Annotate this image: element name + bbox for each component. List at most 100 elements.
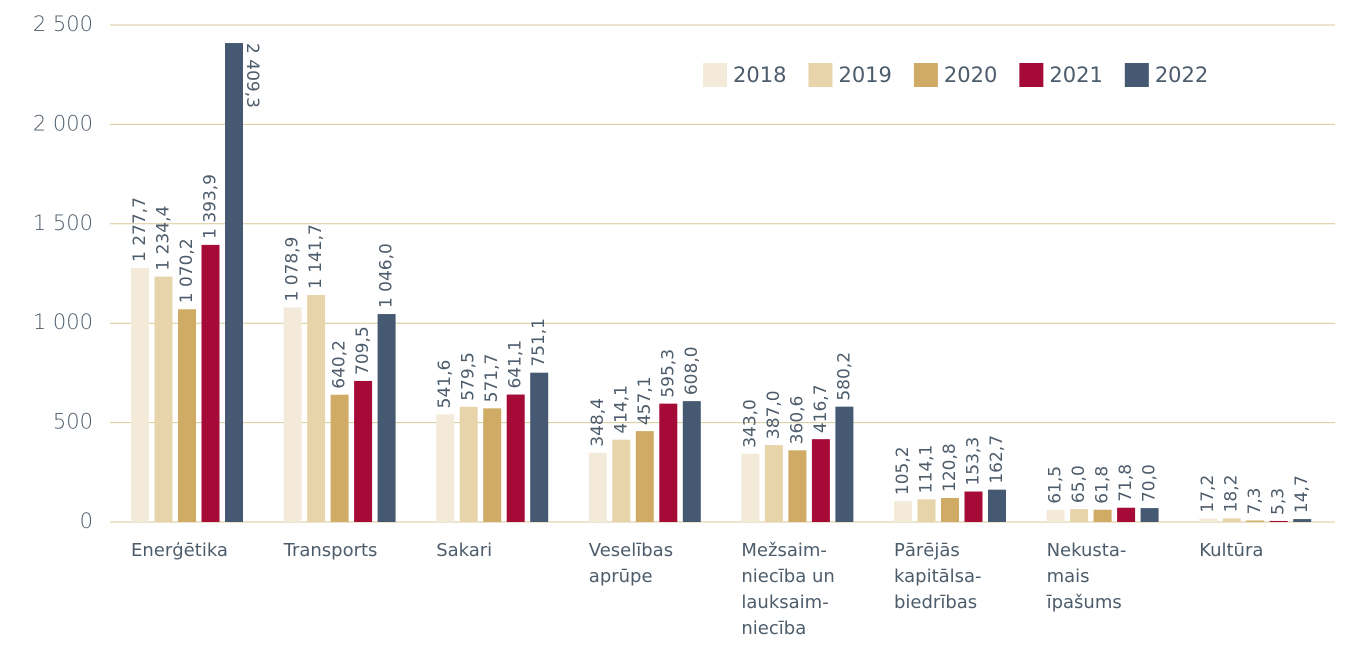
value-label: 61,5 — [1046, 466, 1066, 504]
value-label: 571,7 — [482, 354, 502, 403]
bar — [1222, 518, 1241, 522]
value-label: 360,6 — [787, 396, 807, 445]
bar — [506, 394, 525, 522]
value-label: 7,3 — [1245, 488, 1265, 515]
bar — [483, 408, 502, 522]
value-label: 1 234,4 — [154, 206, 174, 271]
x-tick-label: Mežsaim-niecība un lauksaim-niecība — [741, 540, 834, 639]
legend-swatch — [808, 63, 833, 87]
bar — [154, 276, 173, 522]
bar — [612, 439, 631, 522]
value-label: 153,3 — [964, 437, 984, 486]
value-label: 751,1 — [529, 318, 549, 367]
legend-label: 2020 — [944, 63, 997, 87]
bar — [682, 401, 701, 522]
bar — [894, 501, 912, 522]
value-label: 1 078,9 — [283, 237, 303, 302]
value-label: 70,0 — [1140, 464, 1160, 502]
bar — [1293, 519, 1312, 522]
value-label: 14,7 — [1292, 475, 1312, 513]
legend-swatch — [913, 63, 938, 87]
x-tick-label: Kultūra — [1199, 540, 1263, 561]
bar — [659, 403, 678, 522]
legend-swatch — [1019, 63, 1044, 87]
x-tick-label: Pārējās kapitālsa-biedrības — [894, 540, 982, 613]
value-label: 71,8 — [1116, 464, 1136, 502]
bar — [635, 431, 654, 522]
bar — [941, 497, 959, 522]
value-label: 2 409,3 — [242, 43, 262, 108]
value-label: 595,3 — [658, 349, 678, 398]
bar — [1199, 518, 1218, 522]
bar — [1093, 509, 1112, 522]
bar — [330, 394, 349, 522]
y-tick-label: 2 000 — [33, 111, 93, 135]
x-tick-label: Sakari — [436, 540, 492, 561]
legend-swatch — [1124, 63, 1149, 87]
value-label: 640,2 — [330, 340, 350, 389]
value-label: 114,1 — [917, 445, 937, 494]
bar — [131, 267, 149, 522]
bar — [811, 439, 830, 522]
bar — [764, 445, 783, 522]
value-label: 1 393,9 — [201, 174, 221, 239]
legend-label: 2019 — [838, 63, 891, 87]
value-label: 416,7 — [811, 384, 831, 433]
y-tick-label: 1 500 — [33, 211, 93, 235]
bar — [917, 499, 936, 522]
bar — [988, 489, 1006, 522]
bar — [307, 295, 326, 522]
x-tick-label: Transports — [283, 540, 378, 561]
value-label: 579,5 — [459, 352, 479, 401]
value-label: 387,0 — [764, 390, 784, 439]
bar — [741, 453, 760, 522]
x-tick-label: Enerģētika — [131, 540, 228, 561]
value-label: 17,2 — [1198, 475, 1218, 513]
value-label: 162,7 — [987, 435, 1007, 484]
bar — [225, 43, 243, 522]
value-label: 61,8 — [1093, 466, 1113, 504]
bar — [459, 406, 478, 522]
y-tick-label: 2 500 — [33, 12, 93, 36]
y-tick-label: 1 000 — [33, 310, 93, 334]
bar — [1269, 520, 1288, 522]
bar — [1117, 507, 1136, 522]
value-label: 709,5 — [353, 326, 373, 375]
value-label: 120,8 — [940, 443, 960, 492]
bar — [588, 452, 607, 522]
bar — [1246, 520, 1265, 522]
bar — [201, 244, 220, 522]
bar — [354, 380, 373, 522]
legend-swatch — [703, 63, 727, 87]
value-label: 457,1 — [635, 376, 655, 425]
value-label: 65,0 — [1069, 465, 1089, 503]
x-tick-label: Veselības aprūpe — [589, 540, 673, 587]
legend-label: 2021 — [1049, 63, 1102, 87]
x-tick-label: Nekusta-mais īpašums — [1046, 540, 1127, 613]
value-label: 580,2 — [834, 352, 854, 401]
legend-label: 2018 — [733, 63, 786, 87]
bar — [964, 491, 983, 522]
value-label: 1 277,7 — [130, 197, 150, 262]
bar — [436, 414, 455, 522]
value-label: 5,3 — [1269, 488, 1289, 515]
value-label: 414,1 — [611, 385, 631, 434]
value-label: 1 046,0 — [377, 243, 397, 308]
value-label: 348,4 — [588, 398, 608, 447]
bar — [178, 309, 196, 522]
value-label: 608,0 — [682, 346, 702, 395]
bar — [530, 372, 549, 522]
value-label: 105,2 — [893, 446, 913, 495]
value-label: 1 141,7 — [306, 224, 326, 289]
value-label: 541,6 — [435, 360, 455, 409]
bar — [1140, 508, 1159, 522]
bar — [1046, 509, 1065, 522]
legend-label: 2022 — [1155, 63, 1208, 87]
bar — [835, 406, 854, 522]
value-label: 343,0 — [740, 399, 760, 448]
y-tick-label: 500 — [53, 410, 93, 434]
value-label: 1 070,2 — [177, 238, 197, 303]
value-label: 18,2 — [1222, 475, 1242, 513]
bar — [283, 307, 302, 522]
